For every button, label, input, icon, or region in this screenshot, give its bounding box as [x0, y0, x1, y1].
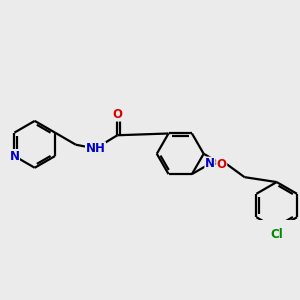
- Text: O: O: [217, 158, 227, 171]
- Text: N: N: [205, 157, 215, 170]
- Text: Cl: Cl: [270, 228, 283, 241]
- Text: NH: NH: [85, 142, 105, 155]
- Text: N: N: [9, 149, 20, 163]
- Text: O: O: [112, 108, 122, 121]
